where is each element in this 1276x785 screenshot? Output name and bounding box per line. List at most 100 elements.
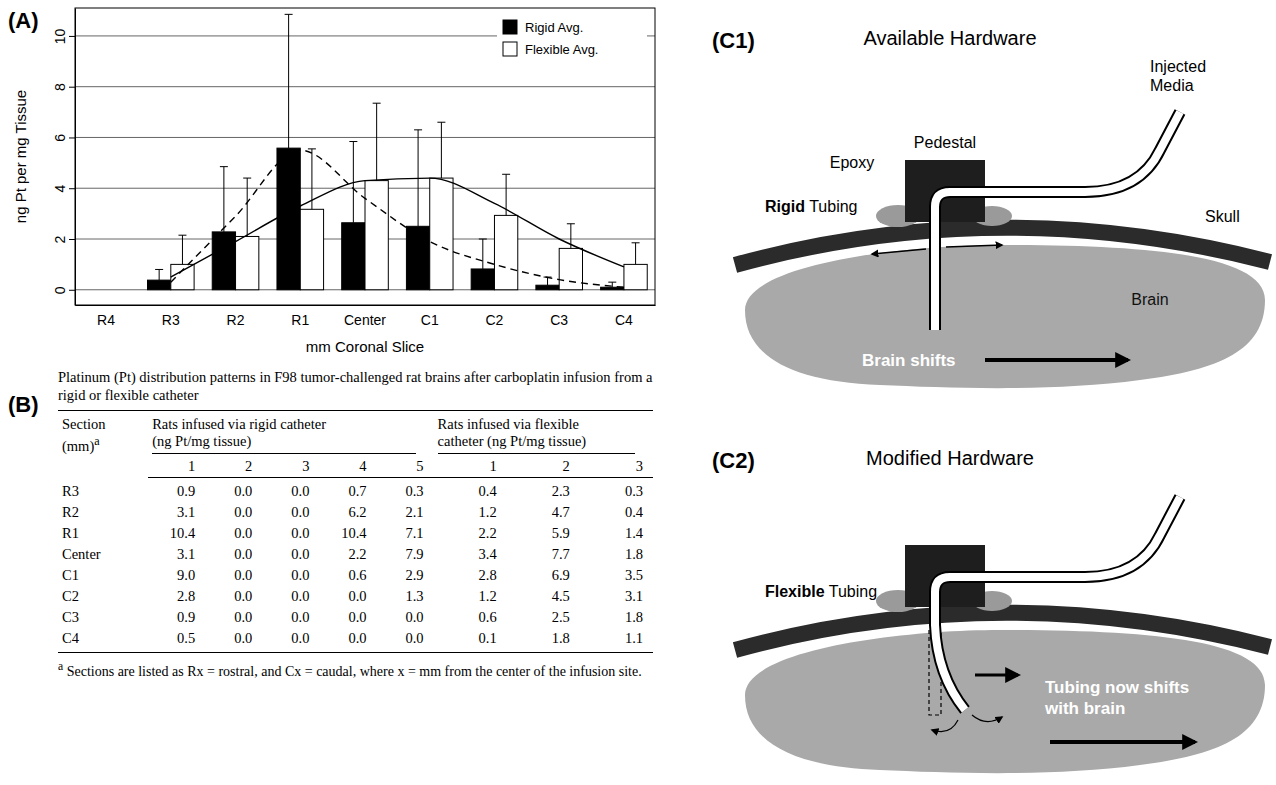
table-cell: 2.2 xyxy=(319,544,376,565)
table-body: R30.90.00.00.70.30.42.30.3R23.10.00.06.2… xyxy=(58,478,653,653)
x-axis-title: mm Coronal Slice xyxy=(306,338,424,355)
table-cell: 0.0 xyxy=(262,607,319,628)
table-row: C19.00.00.00.62.92.86.93.5 xyxy=(58,565,653,586)
table-cell: 0.6 xyxy=(319,565,376,586)
column xyxy=(262,411,319,653)
table-cell: 4.7 xyxy=(507,502,580,523)
bar xyxy=(536,285,559,290)
diagram-title: Available Hardware xyxy=(863,27,1036,49)
y-tick: 2 xyxy=(52,235,75,243)
x-tick: R2 xyxy=(227,305,245,328)
bar xyxy=(212,232,235,290)
table-cell: 10.4 xyxy=(148,523,205,544)
tick-mark xyxy=(69,290,75,291)
legend: Rigid Avg.Flexible Avg. xyxy=(497,16,647,66)
brain xyxy=(745,630,1265,773)
column-header: 3 xyxy=(262,456,319,478)
group-underline: Rats infused via flexible catheter (ng P… xyxy=(438,416,635,454)
table-cell: 3.1 xyxy=(580,586,653,607)
table-cell: 0.3 xyxy=(580,478,653,503)
fit-line xyxy=(171,150,624,287)
bar xyxy=(559,248,582,289)
column-header: 2 xyxy=(205,456,262,478)
x-tick: R1 xyxy=(291,305,309,328)
column-header: 1 xyxy=(148,456,205,478)
diagram: Modified HardwareFlexible TubingTubing n… xyxy=(735,447,1270,773)
flow-arrow xyxy=(946,245,1002,247)
y-tick: 4 xyxy=(52,185,75,193)
group-underline: Rats infused via rigid catheter (ng Pt/m… xyxy=(152,416,415,454)
media-label: InjectedMedia xyxy=(1150,58,1206,94)
table-panel: Platinum (Pt) distribution patterns in F… xyxy=(58,368,653,680)
flow-arrow xyxy=(932,720,958,732)
shift-arrow xyxy=(985,358,1128,362)
header-row: 12345123 xyxy=(58,456,653,478)
footnote-mark: a xyxy=(58,660,63,673)
table-cell: 2.1 xyxy=(377,502,434,523)
bar xyxy=(277,148,300,290)
table-cell: 3.1 xyxy=(148,544,205,565)
table-cell: 0.9 xyxy=(148,478,205,503)
table-cell: 7.9 xyxy=(377,544,434,565)
group-header: Rats infused via rigid catheter (ng Pt/m… xyxy=(152,416,337,450)
table-cell: 3.1 xyxy=(148,502,205,523)
epoxy-label: Epoxy xyxy=(830,154,874,171)
table-cell: 0.4 xyxy=(434,478,507,503)
tick-label: C2 xyxy=(486,312,504,328)
table-cell: C3 xyxy=(58,607,148,628)
table-cell: Center xyxy=(58,544,148,565)
table-cell: 0.0 xyxy=(262,628,319,653)
y-tick: 0 xyxy=(52,286,75,294)
tick-mark xyxy=(69,87,75,88)
tick-label: R4 xyxy=(97,312,115,328)
diagram: Available HardwareRigid TubingPedestalEp… xyxy=(735,27,1270,388)
error-bar xyxy=(155,269,163,280)
error-bar xyxy=(632,243,640,265)
table-cell: 0.0 xyxy=(262,523,319,544)
footnote-text: Sections are listed as Rx = rostral, and… xyxy=(67,664,642,679)
table-cell: 0.0 xyxy=(205,502,262,523)
shift-label: Brain shifts xyxy=(862,351,956,370)
table-cell: R1 xyxy=(58,523,148,544)
table-row: R23.10.00.06.22.11.24.70.4 xyxy=(58,502,653,523)
error-bar xyxy=(285,14,293,148)
brain-label: Brain xyxy=(1131,291,1168,308)
table-cell: 0.0 xyxy=(205,544,262,565)
table-cell: 0.0 xyxy=(319,607,376,628)
skull xyxy=(735,228,1270,265)
tubing-label-bold: Rigid xyxy=(765,198,805,215)
table-cell: 0.0 xyxy=(377,628,434,653)
text-line: Injected xyxy=(1150,58,1206,75)
tick-label: C3 xyxy=(550,312,568,328)
y-tick: 8 xyxy=(52,83,75,91)
legend-swatch xyxy=(503,42,517,56)
bar xyxy=(430,178,453,290)
table-cell: 0.9 xyxy=(148,607,205,628)
table-cell: C4 xyxy=(58,628,148,653)
shift-label: Tubing now shiftswith brain xyxy=(1044,678,1189,718)
table-cell: 0.1 xyxy=(434,628,507,653)
tick-mark xyxy=(69,137,75,138)
table-footnote: a Sections are listed as Rx = rostral, a… xyxy=(58,658,653,680)
table-cell: 7.1 xyxy=(377,523,434,544)
table-cell: 1.4 xyxy=(580,523,653,544)
table-cell: 1.2 xyxy=(434,502,507,523)
error-bar xyxy=(178,235,186,264)
table-cell: 0.5 xyxy=(148,628,205,653)
bar xyxy=(171,264,194,289)
error-bar xyxy=(437,122,445,178)
error-bar xyxy=(373,103,381,180)
table-cell: 0.3 xyxy=(377,478,434,503)
tick-label: R2 xyxy=(227,312,245,328)
error-bar xyxy=(479,239,487,269)
table-cell: 0.0 xyxy=(319,586,376,607)
shift-arrow xyxy=(1050,740,1195,744)
y-tick: 10 xyxy=(52,28,75,44)
x-axis: R4R3R2R1CenterC1C2C3C4 xyxy=(76,305,656,328)
panel-label: (C2) xyxy=(712,448,755,473)
table-cell: C1 xyxy=(58,565,148,586)
tick-label: 0 xyxy=(52,286,68,294)
chart: 0246810R4R3R2R1CenterC1C2C3C4ng Pt per m… xyxy=(12,8,656,355)
panel-label: (A) xyxy=(8,8,39,33)
table-cell: C2 xyxy=(58,586,148,607)
